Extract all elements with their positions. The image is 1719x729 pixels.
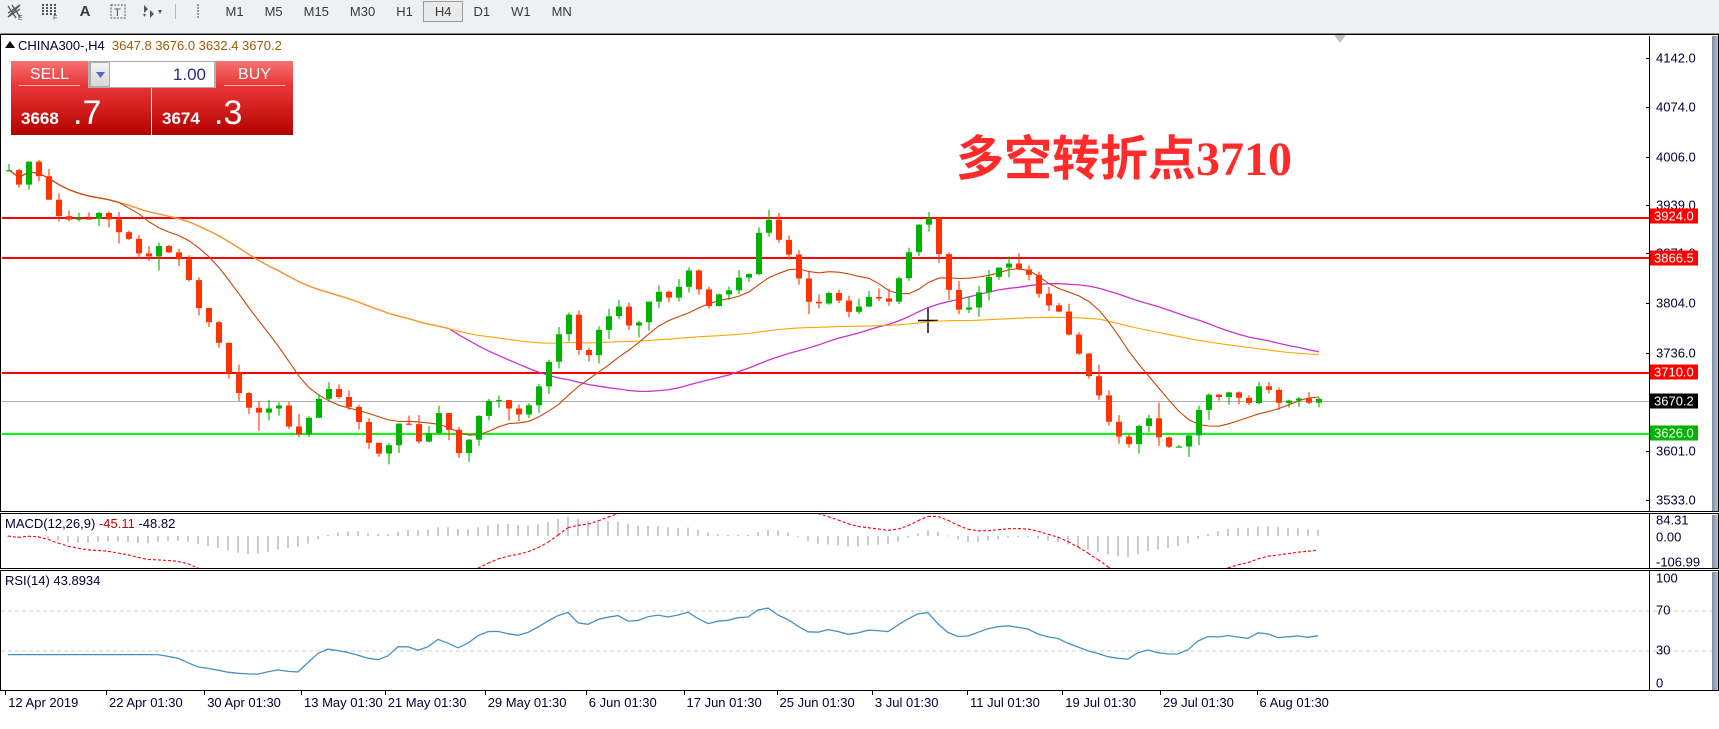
svg-text:F: F [53,15,57,20]
svg-text:T: T [114,7,121,19]
svg-text:E: E [18,15,23,20]
